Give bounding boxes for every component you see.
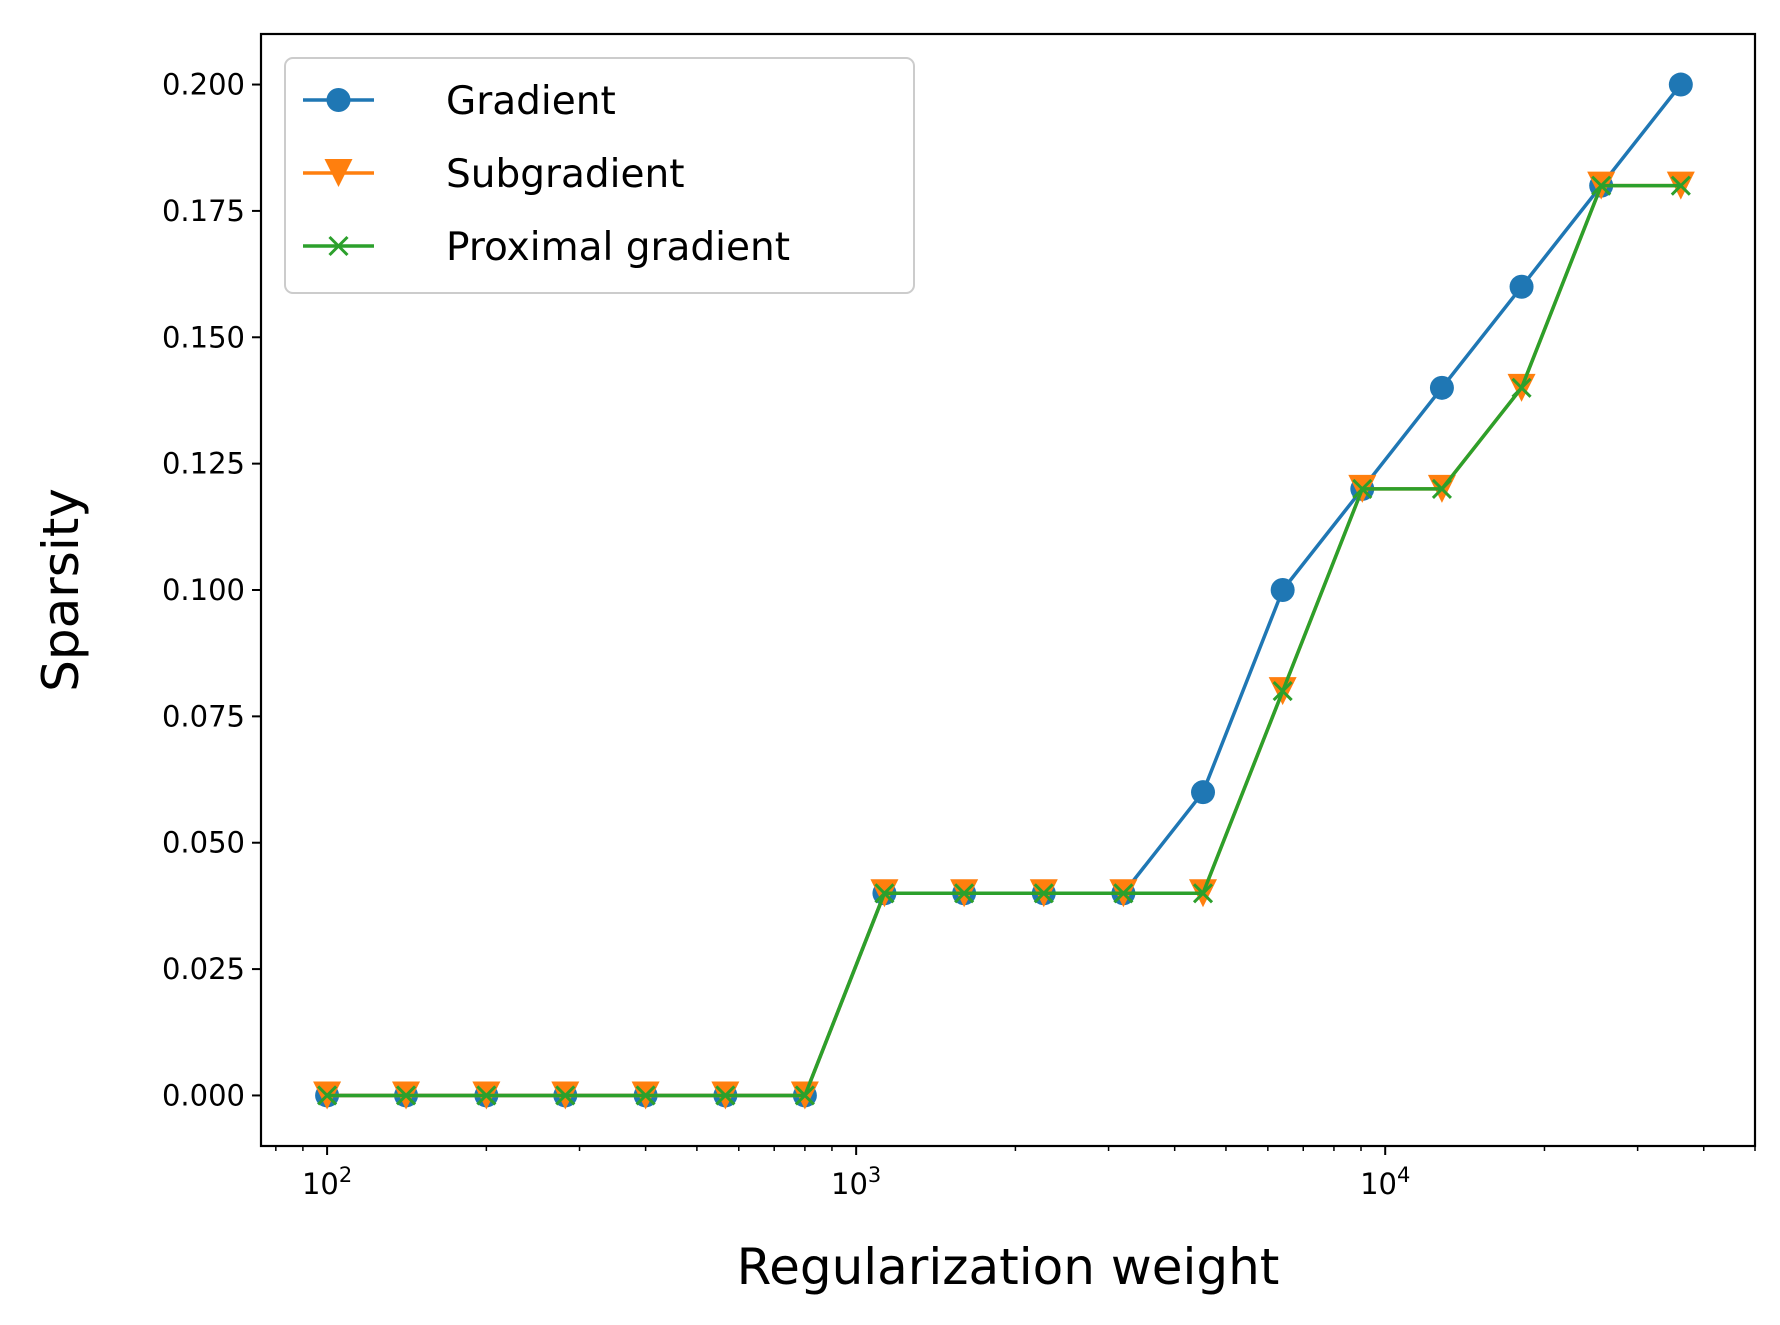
x-tick-base: 10 bbox=[1360, 1167, 1397, 1201]
y-tick-label: 0.075 bbox=[162, 699, 245, 733]
y-tick-label: 0.200 bbox=[162, 68, 245, 102]
legend: Gradient Subgradient Proximal gradient bbox=[284, 57, 915, 294]
data-point bbox=[1511, 377, 1532, 398]
data-point bbox=[555, 1085, 576, 1106]
x-tick-exponent: 2 bbox=[339, 1163, 352, 1187]
legend-label: Proximal gradient bbox=[446, 225, 790, 270]
x-tick-label: 102 bbox=[302, 1163, 352, 1201]
data-point bbox=[1192, 883, 1214, 904]
x-tick-base: 10 bbox=[302, 1167, 339, 1201]
data-point bbox=[635, 1085, 656, 1106]
y-tick-label: 0.100 bbox=[162, 573, 245, 607]
series-proximal-gradient bbox=[317, 175, 1691, 1106]
legend-swatch-marker bbox=[324, 159, 353, 187]
series-layer bbox=[313, 72, 1695, 1110]
data-point bbox=[715, 1085, 736, 1106]
data-point bbox=[1591, 175, 1612, 196]
x-tick-base: 10 bbox=[831, 1167, 868, 1201]
x-tick-label: 103 bbox=[831, 1163, 881, 1201]
data-point bbox=[794, 1085, 815, 1106]
data-point bbox=[1431, 478, 1452, 499]
legend-frame bbox=[284, 57, 915, 294]
x-tick-label: 104 bbox=[1360, 1163, 1410, 1201]
series-line bbox=[327, 183, 1681, 1098]
y-axis-title: Sparsity bbox=[32, 488, 90, 692]
legend-label: Subgradient bbox=[446, 152, 685, 197]
data-point bbox=[1670, 175, 1691, 196]
data-point bbox=[1509, 274, 1534, 299]
data-point bbox=[476, 1085, 497, 1106]
data-point bbox=[1352, 478, 1373, 499]
legend-label: Gradient bbox=[446, 79, 616, 124]
legend-swatch-marker bbox=[328, 235, 349, 257]
legend-item: Proximal gradient bbox=[303, 225, 790, 270]
y-tick-label: 0.025 bbox=[162, 952, 245, 986]
y-tick-label: 0.125 bbox=[162, 447, 245, 481]
y-tick-label: 0.000 bbox=[162, 1078, 245, 1112]
data-point bbox=[1272, 681, 1293, 702]
legend-item: Gradient bbox=[303, 79, 616, 124]
axis-layer: 0.000 0.025 0.050 0.075 0.100 0.125 0.150 0.175… bbox=[162, 68, 1756, 1201]
x-tick-exponent: 4 bbox=[1397, 1163, 1410, 1187]
y-tick-label: 0.175 bbox=[162, 194, 245, 228]
data-point bbox=[1429, 375, 1454, 400]
data-point bbox=[1191, 780, 1216, 805]
y-tick-label: 0.150 bbox=[162, 320, 245, 354]
data-point bbox=[1270, 578, 1295, 602]
data-point bbox=[1668, 72, 1693, 97]
data-point bbox=[1033, 883, 1054, 904]
x-axis-title: Regularization weight bbox=[737, 1238, 1280, 1296]
data-point bbox=[1113, 883, 1134, 904]
data-point bbox=[317, 1085, 338, 1106]
data-point bbox=[395, 1085, 417, 1106]
data-point bbox=[954, 883, 975, 904]
y-tick-label: 0.050 bbox=[162, 826, 245, 860]
data-point bbox=[874, 883, 895, 904]
legend-item: Subgradient bbox=[303, 152, 685, 197]
legend-items: Gradient Subgradient Proximal gradient bbox=[303, 79, 790, 270]
x-tick-exponent: 3 bbox=[868, 1163, 881, 1187]
legend-swatch-marker bbox=[326, 88, 351, 112]
